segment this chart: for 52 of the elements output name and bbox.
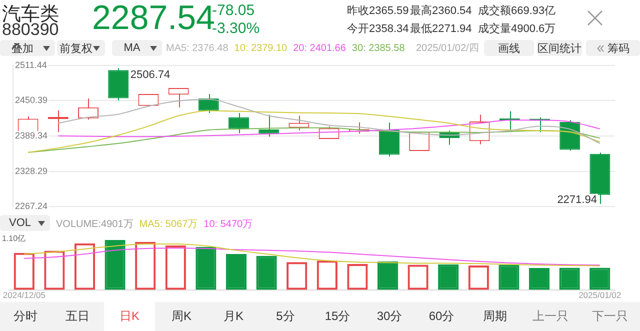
text: 最低2271.94 [410,23,472,36]
x-tick-label: 2025/01/02 [578,290,622,300]
text: 15分 [312,302,363,331]
text: 成交量4900.6万 [478,23,556,36]
annotation: 1.10亿 [2,233,26,244]
text: 60分 [416,302,467,331]
candlestick [168,88,189,108]
text: 下一只 [580,302,640,331]
text: 5分 [260,302,311,331]
candlestick [78,98,98,120]
text: 成交额669.93亿 [478,5,556,18]
candlestick [198,93,219,114]
text: 昨收2365.59 [347,5,409,18]
text: 今开2358.34 [347,23,409,36]
text: VOL [8,217,31,229]
text: 30: 2385.58 [352,43,405,54]
text: 10: 2379.10 [234,43,288,54]
text: 30分 [364,302,415,331]
text: 筹码 [608,42,630,56]
y-tick-label: 2511.44 [15,60,47,70]
x-tick-label: 2024/12/05 [2,290,46,300]
text: 20: 2401.66 [293,43,346,54]
candlestick [48,110,68,133]
text: -78.05 [212,2,255,19]
text: 五日 [52,302,103,331]
series-label: VOLUME:4901万 [56,218,134,231]
text: 月K [208,302,259,331]
text: 画线 [498,42,520,56]
y-tick-label: 2389.34 [15,130,48,140]
text: 2025/01/02/四 [416,43,479,54]
text: 周K [156,302,207,331]
text: MA5: 2376.48 [166,43,228,54]
y-tick-label: 2328.29 [15,166,48,176]
text: 前复权 [60,42,92,56]
text: 叠加 [12,42,34,56]
text: 上一只 [523,302,578,331]
text: 区间统计 [538,40,582,56]
text: 日K [104,302,155,331]
annotation: 2506.74 [130,69,170,82]
text: 2287.54 [92,0,215,38]
candlestick [228,112,249,134]
text: 最高2360.54 [410,5,472,18]
candlestick [379,122,400,158]
annotation: 2271.94 [557,194,597,206]
text: MA [124,42,140,54]
y-tick-label: 2450.39 [15,95,48,106]
text: 周期 [469,302,521,331]
series-label: MA5: 5067万 [139,218,198,231]
candlestick [258,114,280,138]
y-tick-label: 2267.24 [15,201,48,212]
text: 分时 [0,302,51,331]
series-label: 10: 5470万 [204,218,253,231]
